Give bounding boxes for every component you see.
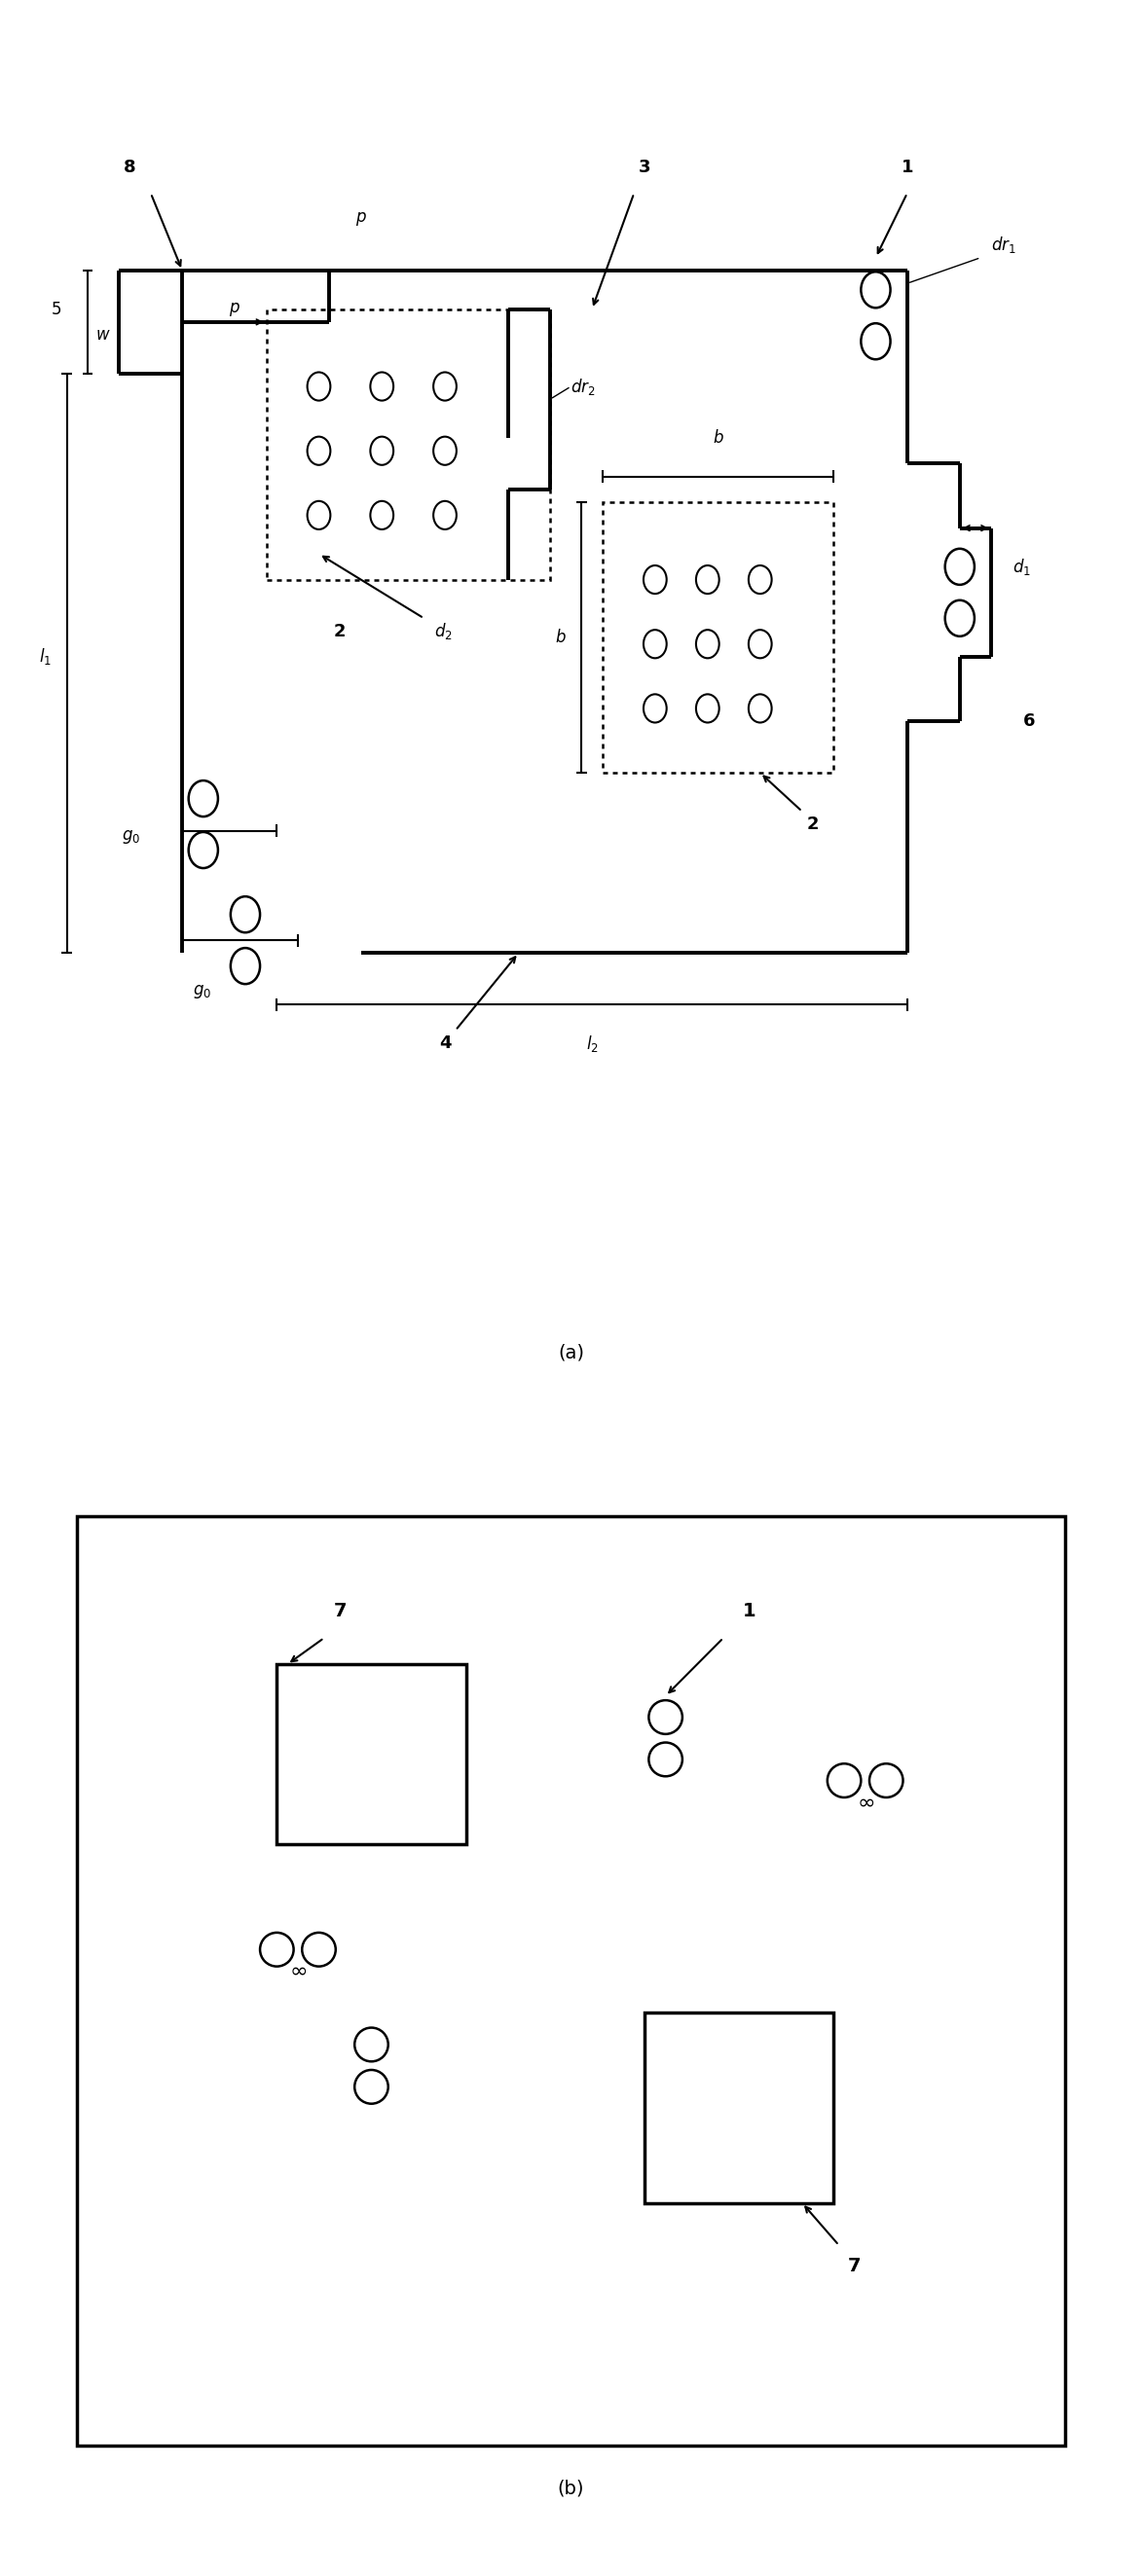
Text: 3: 3	[638, 160, 651, 175]
Text: $b$: $b$	[713, 430, 724, 446]
Text: 5: 5	[51, 301, 62, 317]
Text: 8: 8	[123, 160, 136, 175]
Text: $g_0$: $g_0$	[121, 829, 140, 845]
Text: $l_1$: $l_1$	[39, 647, 53, 667]
Text: $d_2$: $d_2$	[434, 621, 452, 641]
Text: 6: 6	[1023, 714, 1035, 729]
Text: 7: 7	[333, 1602, 346, 1620]
Text: 7: 7	[849, 2257, 861, 2275]
Text: $\infty$: $\infty$	[289, 1960, 307, 1981]
Text: $w$: $w$	[96, 327, 111, 343]
Bar	[266, 309, 550, 580]
Text: 1: 1	[743, 1602, 756, 1620]
Text: (a): (a)	[557, 1342, 585, 1363]
Text: 2: 2	[333, 623, 346, 639]
Text: $\infty$: $\infty$	[856, 1793, 874, 1811]
Bar	[276, 1664, 466, 1844]
Text: $dr_2$: $dr_2$	[571, 376, 596, 397]
Text: $l_2$: $l_2$	[586, 1033, 598, 1054]
Bar	[644, 2012, 834, 2202]
Text: (b): (b)	[557, 2478, 585, 2496]
Bar	[603, 502, 834, 773]
Text: $d_1$: $d_1$	[1012, 556, 1031, 577]
Text: $dr_1$: $dr_1$	[991, 234, 1016, 255]
Text: $b$: $b$	[555, 629, 566, 647]
Text: 1: 1	[901, 160, 914, 175]
Text: $p$: $p$	[355, 211, 367, 227]
Text: $g_0$: $g_0$	[193, 984, 211, 999]
Text: 4: 4	[439, 1036, 451, 1051]
Text: 2: 2	[806, 817, 819, 832]
Text: $p$: $p$	[230, 301, 241, 317]
Bar	[78, 1517, 1064, 2447]
